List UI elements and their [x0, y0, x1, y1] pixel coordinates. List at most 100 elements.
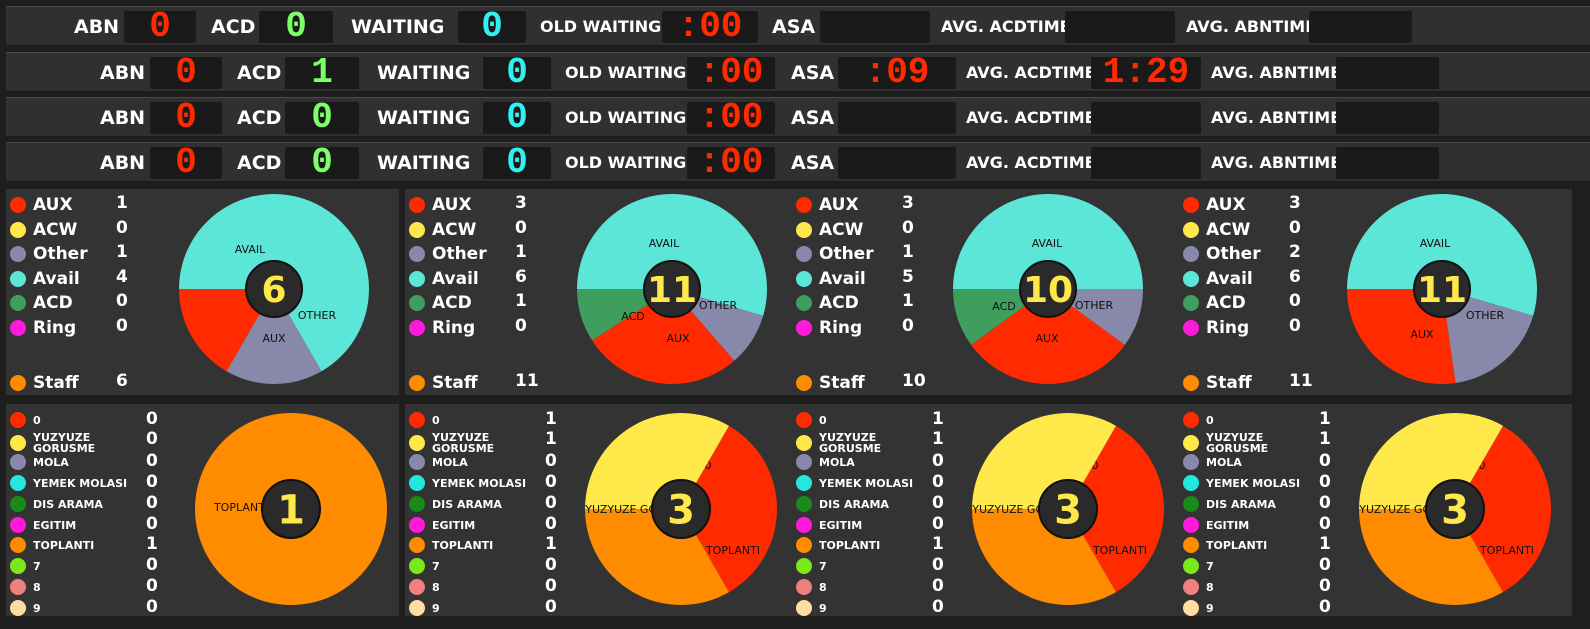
aux-reason-panel: 0 1 YUZYUZE GORUSME 1 MOLA 0 YEMEK MOLASI 0 DIS … [405, 404, 798, 617]
legend-dot-icon [796, 246, 812, 263]
pie-slice-label: YUZYUZE GOR [584, 503, 665, 516]
pie-center-disc [643, 260, 701, 318]
legend-label: Avail [432, 268, 479, 289]
legend-item: 9 [10, 600, 41, 616]
legend-dot-icon [796, 435, 812, 451]
legend-label: AUX [1206, 195, 1246, 215]
aux-reason-pie-chart: 0 TOPLANTI YUZYUZE GOR 3 [584, 413, 777, 605]
legend-value: 0 [1319, 555, 1331, 575]
legend-label: ACW [432, 219, 477, 240]
legend-dot-icon [10, 579, 26, 595]
legend-dot-icon [1183, 197, 1199, 213]
legend-label: 9 [819, 601, 827, 615]
old-waiting-value: :00 [687, 102, 775, 134]
acd-label: ACD [237, 62, 282, 84]
acd-label: ACD [237, 107, 282, 129]
legend-dot-icon [796, 537, 812, 553]
avg-acdtime-value [1065, 11, 1175, 43]
legend-label: MOLA [819, 455, 855, 469]
legend-item: Avail [10, 269, 80, 289]
legend-dot-icon [796, 221, 812, 238]
legend-value: 1 [902, 291, 914, 312]
pie-slice-label: AVAIL [1420, 237, 1451, 250]
legend-item: 7 [1183, 558, 1214, 574]
legend-item: 8 [409, 579, 440, 595]
waiting-value: 0 [458, 11, 526, 43]
staff-label: Staff [1206, 373, 1252, 393]
legend-dot-icon [1183, 435, 1199, 451]
legend-value: 0 [1319, 493, 1331, 513]
legend-item: 9 [1183, 600, 1214, 616]
legend-item: YEMEK MOLASI [10, 475, 127, 491]
legend-label: ACD [819, 293, 859, 314]
legend-item: ACD [10, 293, 73, 313]
legend-value: 0 [545, 472, 557, 492]
legend-value: 0 [1289, 316, 1301, 336]
legend-value: 0 [545, 576, 557, 596]
waiting-label: WAITING [377, 62, 471, 84]
metrics-row: ABN 0 ACD 0 WAITING 0 OLD WAITING:00 ASA AVG. AC… [6, 142, 1590, 182]
legend-value: 1 [116, 242, 128, 263]
avg-abntime-value [1336, 147, 1439, 179]
pie-slice-other [672, 289, 764, 361]
pie-center-disc [1413, 260, 1471, 318]
legend-value: 0 [116, 217, 128, 238]
legend-item: 8 [1183, 579, 1214, 595]
legend-item: YUZYUZE GORUSME [1183, 432, 1276, 454]
legend-dot-icon [796, 295, 812, 312]
legend-label: ACW [33, 219, 78, 240]
legend-value: 6 [1289, 266, 1301, 287]
pie-slice-label: AUX [666, 332, 690, 345]
legend-item: EGITIM [796, 517, 862, 533]
legend-dot-icon [1183, 375, 1199, 391]
agent-state-pie-chart: AVAIL OTHER AUX ACD 10 [953, 194, 1143, 385]
legend-item: EGITIM [409, 517, 475, 533]
legend-label: 8 [432, 580, 440, 594]
legend-label: MOLA [432, 455, 468, 469]
legend-value: 1 [932, 429, 944, 449]
legend-value: 0 [116, 316, 128, 336]
legend-dot-icon [10, 558, 26, 574]
legend-label: Other [33, 244, 88, 265]
legend-item-staff: Staff [409, 373, 478, 393]
pie-slice-label: AVAIL [649, 237, 680, 250]
waiting-value: 0 [483, 147, 551, 179]
metrics-row: ABN 0 ACD 0 WAITING 0 OLD WAITING:00 ASA AVG. AC… [6, 6, 1590, 46]
legend-item: 7 [409, 558, 440, 574]
pie-slice-label: AVAIL [235, 243, 266, 256]
legend-label: YEMEK MOLASI [432, 476, 527, 490]
legend-dot-icon [1183, 558, 1199, 574]
legend-label: EGITIM [33, 518, 77, 532]
pie-slice-label: OTHER [1466, 309, 1505, 322]
legend-item: Other [10, 244, 88, 264]
legend-label: YUZYUZE GORUSME [33, 431, 96, 455]
acd-label: ACD [237, 152, 282, 174]
avg-acdtime-label: AVG. ACDTIME [966, 153, 1096, 172]
asa-value: :09 [838, 57, 956, 89]
legend-dot-icon [10, 221, 26, 238]
legend-label: ACW [819, 219, 864, 240]
legend-dot-icon [1183, 246, 1199, 263]
legend-label: Ring [33, 318, 77, 338]
legend-dot-icon [1183, 412, 1199, 428]
avg-acdtime-value [1091, 147, 1201, 179]
legend-value: 0 [1319, 514, 1331, 534]
legend-dot-icon [409, 558, 425, 574]
staff-value: 10 [902, 371, 926, 391]
legend-item: ACW [10, 220, 77, 240]
legend-value: 1 [932, 534, 944, 554]
pie-slice-label: OTHER [298, 309, 337, 322]
legend-label: AUX [819, 195, 859, 215]
avg-acdtime-value [1091, 102, 1201, 134]
legend-item: 8 [10, 579, 41, 595]
legend-value: 0 [515, 217, 527, 238]
agent-state-panel: AUX 3 ACW 0 Other 2 Avail 6 ACD 0 Ring 0 Staff 11 AVAI… [1179, 189, 1572, 395]
legend-value: 0 [545, 514, 557, 534]
legend-item: MOLA [10, 454, 69, 470]
asa-label: ASA [791, 62, 835, 84]
legend-label: ACD [33, 293, 73, 314]
legend-dot-icon [409, 537, 425, 553]
legend-dot-icon [1183, 320, 1199, 336]
pie-slice-label: 0 [1479, 459, 1486, 472]
pie-total: 3 [1054, 487, 1082, 533]
